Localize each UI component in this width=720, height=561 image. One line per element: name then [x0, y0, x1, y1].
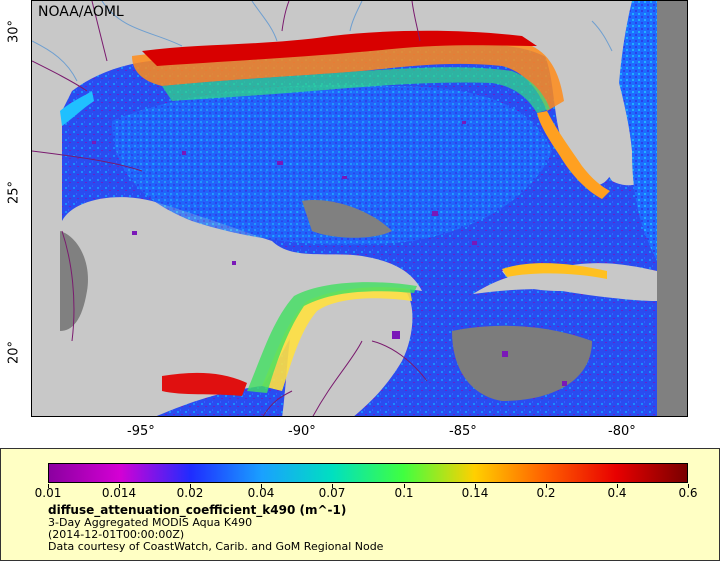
colorbar-tick-label: 0.04: [247, 486, 275, 500]
coastal-band-north-green: [162, 67, 550, 113]
map-panel: [31, 0, 688, 417]
variable-name: diffuse_attenuation_coefficient_k490 (m^…: [48, 503, 347, 517]
credit-label: NOAA/AOML: [38, 4, 124, 20]
nodata-patch-south: [452, 325, 592, 401]
data-credit: Data courtesy of CoastWatch, Carib. and …: [48, 540, 384, 553]
lat-tick-30: 30°: [6, 19, 22, 44]
colorbar-tick-label: 0.2: [536, 486, 556, 500]
lon-tick-85: -85°: [449, 424, 477, 439]
colorbar-tick-label: 0.14: [461, 486, 489, 500]
lon-tick-95: -95°: [127, 424, 155, 439]
lat-tick-20: 20°: [6, 340, 22, 365]
nodata-patch-central: [302, 200, 392, 238]
colorbar-tick-mark: [119, 484, 120, 488]
dataset-time: (2014-12-01T00:00:00Z): [48, 528, 185, 541]
k490-map: [32, 1, 687, 416]
yucatan-land: [282, 288, 413, 416]
colorbar-tick-label: 0.1: [394, 486, 414, 500]
colorbar-tick-label: 0.01: [34, 486, 62, 500]
colorbar-tick-mark: [404, 484, 405, 488]
lon-tick-90: -90°: [288, 424, 316, 439]
coastal-band-cuba: [502, 263, 607, 279]
lat-tick-25: 25°: [6, 180, 22, 205]
colorbar-tick-mark: [546, 484, 547, 488]
dataset-description: 3-Day Aggregated MODIS Aqua K490: [48, 516, 253, 529]
coastal-band-florida: [537, 111, 610, 199]
nodata-patch-west: [60, 231, 88, 331]
colorbar-tick-label: 0.014: [101, 486, 137, 500]
rivers: [32, 1, 613, 82]
purple-speckles: [92, 121, 567, 386]
coastal-band-west: [60, 91, 94, 126]
nodata-right-strip: [657, 1, 687, 416]
colorbar-tick-mark: [261, 484, 262, 488]
colorbar-tick-label: 0.4: [607, 486, 627, 500]
colorbar-tick-mark: [475, 484, 476, 488]
atlantic-water: [597, 1, 657, 261]
cuba-land: [502, 265, 657, 301]
florida-land: [537, 1, 632, 186]
colorbar-tick-mark: [48, 484, 49, 488]
coastal-band-north-red: [142, 30, 537, 66]
coastal-band-campeche: [162, 372, 247, 396]
colorbar: [48, 463, 688, 483]
political-borders: [32, 1, 428, 416]
colorbar-tick-mark: [190, 484, 191, 488]
gulf-interior: [112, 84, 552, 245]
coastal-band-yucatan: [262, 287, 412, 391]
colorbar-tick-mark: [688, 484, 689, 488]
colorbar-tick-label: 0.07: [318, 486, 346, 500]
coastal-band-yucatan-green: [247, 282, 417, 393]
colorbar-tick-mark: [332, 484, 333, 488]
colorbar-tick-label: 0.02: [176, 486, 204, 500]
colorbar-tick-label: 0.6: [678, 486, 698, 500]
lon-tick-80: -80°: [608, 424, 636, 439]
colorbar-tick-mark: [617, 484, 618, 488]
